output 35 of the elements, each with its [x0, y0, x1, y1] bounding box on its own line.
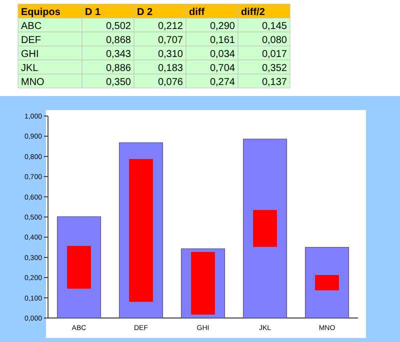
text: DEF	[21, 35, 41, 46]
text: D 1	[85, 7, 101, 18]
bar	[315, 274, 339, 290]
text: 0,290	[210, 21, 236, 32]
text: 0,212	[158, 21, 184, 32]
text: 0,183	[158, 63, 184, 74]
text: 0,704	[210, 63, 236, 74]
bar	[191, 252, 215, 315]
text: 0,017	[262, 49, 288, 60]
text: 0,352	[262, 63, 288, 74]
text: 0,350	[106, 77, 132, 88]
text: ABC	[21, 21, 42, 32]
bar	[253, 210, 277, 247]
text: GHI	[21, 49, 39, 60]
text: 0,137	[262, 77, 288, 88]
text: 0,080	[262, 35, 288, 46]
bar	[129, 159, 153, 302]
text: 0,161	[210, 35, 236, 46]
bar	[67, 246, 91, 289]
text: Equipos	[21, 7, 61, 18]
text: 0,145	[262, 21, 288, 32]
text: 0,707	[158, 35, 184, 46]
text: 0,343	[106, 49, 132, 60]
text: 0,868	[106, 35, 132, 46]
text: diff	[189, 7, 206, 18]
text: JKL	[21, 63, 39, 74]
text: 0,310	[158, 49, 184, 60]
text: 0,034	[210, 49, 236, 60]
text: 0,886	[106, 63, 132, 74]
text: MNO	[21, 77, 45, 88]
text: 0,076	[158, 77, 184, 88]
text: 0,274	[210, 77, 236, 88]
text: D 2	[137, 7, 153, 18]
text: 0,502	[106, 21, 132, 32]
text: diff/2	[241, 7, 266, 18]
